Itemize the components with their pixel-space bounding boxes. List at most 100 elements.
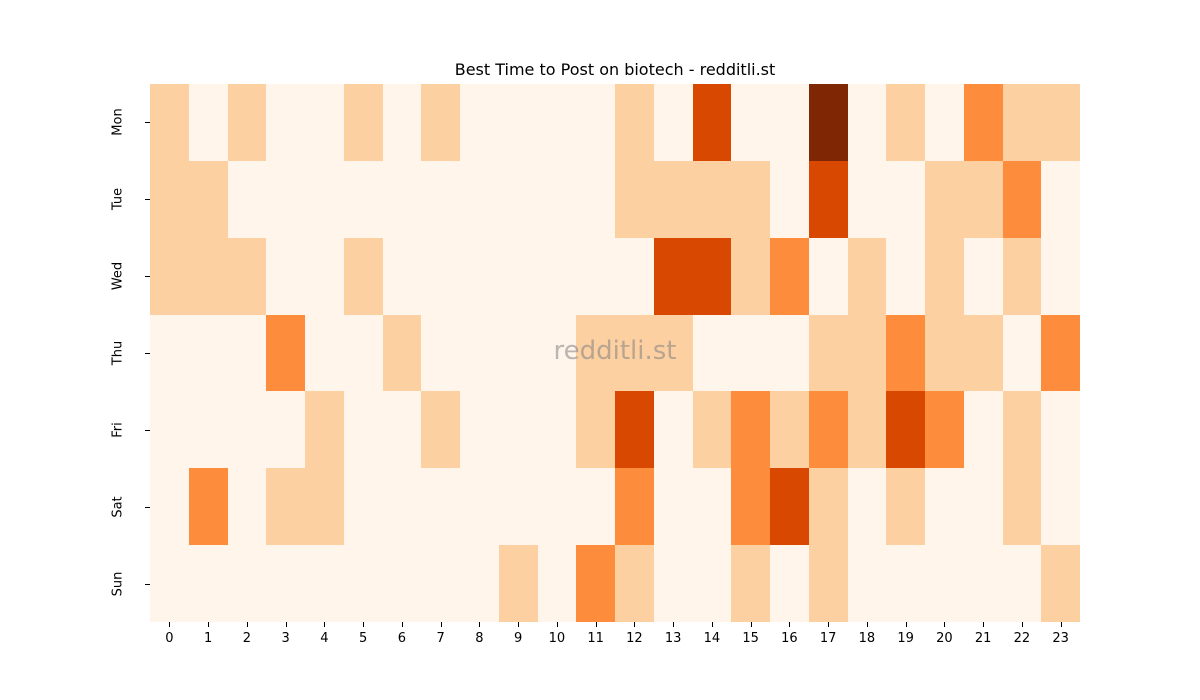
heatmap-cell — [421, 545, 460, 622]
heatmap-cell — [576, 314, 615, 392]
heatmap-cell — [653, 237, 693, 315]
heatmap-cell — [925, 314, 964, 392]
heatmap-cell — [653, 391, 693, 469]
heatmap-cell — [266, 545, 305, 622]
heatmap-cell — [305, 314, 344, 392]
y-tick-label: Wed — [110, 261, 126, 291]
x-tick — [983, 622, 985, 627]
x-tick-label: 4 — [320, 631, 329, 646]
x-tick — [944, 622, 946, 627]
heatmap-cell — [615, 468, 654, 546]
heatmap-cell — [343, 391, 383, 469]
heatmap-cell — [692, 237, 732, 315]
heatmap-cell — [886, 545, 925, 622]
x-tick — [673, 622, 675, 627]
heatmap-cell — [460, 545, 499, 622]
heatmap-cell — [1002, 160, 1042, 238]
heatmap-cell — [925, 160, 964, 238]
heatmap-cell — [460, 160, 499, 238]
heatmap-cell — [1041, 160, 1080, 238]
x-tick-label: 21 — [974, 631, 992, 646]
heatmap-cell — [808, 160, 848, 238]
x-tick-label: 15 — [742, 631, 759, 646]
heatmap-cell — [886, 160, 925, 238]
x-tick-label: 16 — [781, 631, 798, 646]
heatmap-cell — [731, 314, 770, 392]
heatmap-cell — [808, 545, 848, 622]
heatmap-cell — [460, 237, 499, 315]
chart-title: Best Time to Post on biotech - redditli.… — [454, 60, 776, 79]
y-tick — [145, 506, 150, 508]
heatmap-cell — [925, 545, 964, 622]
heatmap-cell — [731, 468, 770, 546]
heatmap-cell — [343, 160, 383, 238]
heatmap-cell — [808, 391, 848, 469]
heatmap-cell — [537, 545, 577, 622]
heatmap-cell — [731, 237, 770, 315]
heatmap-cell — [692, 84, 732, 161]
heatmap-cell — [421, 84, 460, 161]
heatmap-cell — [305, 545, 344, 622]
heatmap-cell — [498, 314, 538, 392]
heatmap-cell — [770, 314, 809, 392]
heatmap-cell — [576, 237, 615, 315]
heatmap-cell — [847, 84, 887, 161]
heatmap-cell — [188, 237, 228, 315]
heatmap-cell — [925, 237, 964, 315]
y-tick — [145, 583, 150, 585]
heatmap-cell — [498, 391, 538, 469]
x-tick-label: 18 — [858, 631, 876, 646]
heatmap-cell — [615, 391, 654, 469]
x-tick — [363, 622, 365, 627]
x-tick-label: 3 — [281, 631, 290, 646]
heatmap-cell — [963, 84, 1003, 161]
x-tick-label: 5 — [358, 631, 368, 646]
x-tick — [866, 622, 868, 627]
x-tick — [556, 622, 558, 627]
heatmap-cell — [1041, 391, 1080, 469]
heatmap-cell — [460, 84, 499, 161]
x-tick — [169, 622, 171, 627]
x-tick-label: 19 — [897, 631, 914, 646]
heatmap-cell — [227, 391, 267, 469]
heatmap-cell — [692, 160, 732, 238]
heatmap-cell — [343, 468, 383, 546]
heatmap-cell — [227, 84, 267, 161]
heatmap-cell — [731, 160, 770, 238]
heatmap-cell — [188, 545, 228, 622]
x-tick — [479, 622, 481, 627]
heatmap-cell — [537, 237, 577, 315]
heatmap-cell — [770, 468, 809, 546]
heatmap-cell — [963, 160, 1003, 238]
heatmap-cell — [808, 314, 848, 392]
heatmap-cell — [770, 84, 809, 161]
x-tick-label: 11 — [587, 631, 604, 646]
x-tick-label: 2 — [242, 631, 252, 646]
heatmap-cell — [537, 314, 577, 392]
heatmap-cell — [343, 84, 383, 161]
x-tick — [208, 622, 210, 627]
heatmap-cell — [421, 468, 460, 546]
heatmap-cell — [1002, 84, 1042, 161]
heatmap-cell — [692, 314, 732, 392]
heatmap-cell — [460, 314, 499, 392]
heatmap-cell — [847, 237, 887, 315]
y-tick-label: Fri — [110, 422, 126, 438]
heatmap-cell — [731, 391, 770, 469]
x-tick-label: 1 — [203, 631, 213, 646]
heatmap-cell — [731, 84, 770, 161]
x-tick-label: 12 — [626, 631, 643, 646]
heatmap-cell — [227, 237, 267, 315]
heatmap-cell — [770, 160, 809, 238]
y-tick-label: Sat — [110, 496, 126, 518]
heatmap-cell — [576, 468, 615, 546]
heatmap-cell — [576, 160, 615, 238]
heatmap-cell — [498, 468, 538, 546]
y-tick-label: Tue — [110, 188, 126, 211]
heatmap-cell — [227, 314, 267, 392]
heatmap-cell — [1041, 84, 1080, 161]
y-tick-label: Mon — [110, 108, 126, 137]
heatmap-cell — [808, 84, 848, 161]
heatmap-cell — [305, 84, 344, 161]
x-tick — [750, 622, 752, 627]
